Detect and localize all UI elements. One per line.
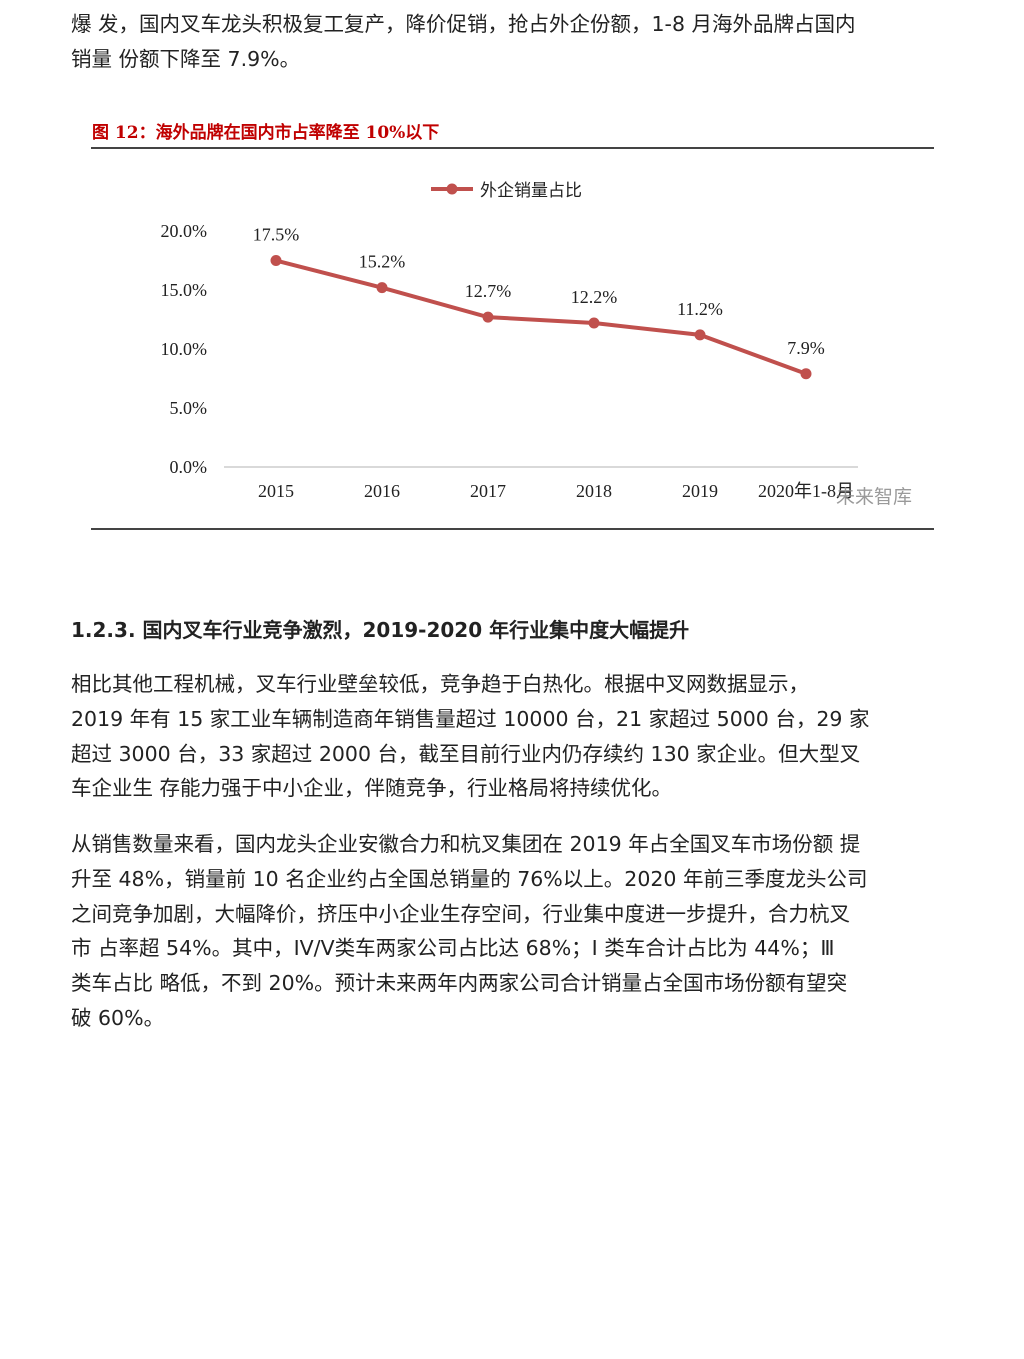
x-tick-label: 2018 bbox=[576, 481, 612, 501]
x-tick-label: 2020年1-8月 bbox=[758, 481, 854, 501]
watermark: 未来智库 bbox=[836, 486, 912, 508]
data-point bbox=[482, 311, 494, 323]
data-point bbox=[376, 282, 388, 294]
x-tick-label: 2017 bbox=[470, 481, 506, 501]
data-point bbox=[800, 368, 812, 380]
data-label: 17.5% bbox=[253, 225, 300, 245]
data-label: 15.2% bbox=[359, 252, 406, 272]
paragraph-line: 市 占率超 54%。其中，IV/V类车两家公司占比达 68%；I 类车合计占比为… bbox=[71, 936, 835, 961]
x-tick-label: 2016 bbox=[364, 481, 400, 501]
figure-title: 图 12：海外品牌在国内市占率降至 10%以下 bbox=[92, 123, 440, 143]
data-label: 7.9% bbox=[787, 338, 825, 358]
series-line bbox=[275, 258, 807, 376]
paragraph-line: 2019 年有 15 家工业车辆制造商年销售量超过 10000 台，21 家超过… bbox=[71, 706, 870, 731]
section-heading: 1.2.3. 国内叉车行业竞争激烈，2019-2020 年行业集中度大幅提升 bbox=[71, 618, 690, 642]
data-label: 12.2% bbox=[571, 287, 618, 307]
paragraph-line: 超过 3000 台，33 家超过 2000 台，截至目前行业内仍存续约 130 … bbox=[71, 741, 861, 766]
legend-marker bbox=[446, 183, 458, 195]
paragraph-line: 从销售数量来看，国内龙头企业安徽合力和杭叉集团在 2019 年占全国叉车市场份额… bbox=[71, 832, 861, 856]
paragraph-line: 相比其他工程机械，叉车行业壁垒较低，竞争趋于白热化。根据中叉网数据显示， bbox=[71, 672, 809, 696]
paragraph-line: 破 60%。 bbox=[71, 1006, 165, 1030]
data-point bbox=[694, 329, 706, 341]
y-tick-label: 5.0% bbox=[170, 398, 208, 418]
y-tick-label: 15.0% bbox=[161, 280, 208, 300]
line-chart: 0.0% 5.0% 10.0% 15.0% 20.0% 2015 2016 2017 2018 2… bbox=[161, 181, 913, 508]
intro-line: 爆 发，国内叉车龙头积极复工复产，降价促销，抢占外企份额，1-8 月海外品牌占国… bbox=[71, 12, 856, 36]
paragraph-line: 升至 48%，销量前 10 名企业约占全国总销量的 76%以上。2020 年前三… bbox=[71, 866, 868, 891]
paragraph-line: 之间竞争加剧，大幅降价，挤压中小企业生存空间，行业集中度进一步提升，合力杭叉 bbox=[71, 901, 850, 926]
x-tick-label: 2015 bbox=[258, 481, 294, 501]
y-tick-label: 20.0% bbox=[161, 221, 208, 241]
intro-line: 销量 份额下降至 7.9%。 bbox=[71, 47, 301, 71]
figure-top-rule bbox=[91, 147, 934, 149]
y-tick-label: 10.0% bbox=[161, 339, 208, 359]
figure-bottom-rule bbox=[91, 528, 934, 530]
data-point bbox=[270, 255, 282, 266]
data-point bbox=[588, 317, 600, 329]
y-tick-label: 0.0% bbox=[170, 457, 208, 477]
legend-label: 外企销量占比 bbox=[480, 181, 582, 201]
x-tick-label: 2019 bbox=[682, 481, 718, 501]
paragraph-line: 车企业生 存能力强于中小企业，伴随竞争，行业格局将持续优化。 bbox=[71, 776, 673, 801]
data-label: 12.7% bbox=[465, 281, 512, 301]
data-label: 11.2% bbox=[677, 299, 723, 319]
paragraph-line: 类车占比 略低，不到 20%。预计未来两年内两家公司合计销量占全国市场份额有望突 bbox=[71, 971, 848, 996]
